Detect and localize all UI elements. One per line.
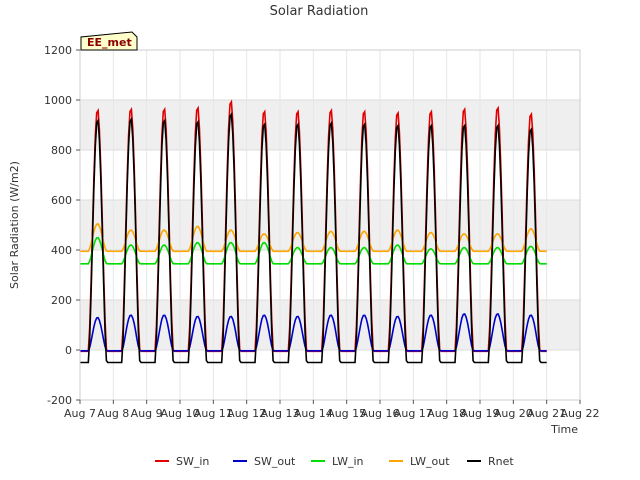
x-tick-label: Aug 9: [131, 407, 163, 420]
y-tick-label: 400: [51, 244, 72, 257]
x-tick-label: Aug 22: [561, 407, 600, 420]
y-tick-label: 0: [65, 344, 72, 357]
series-line-SW_out: [80, 313, 547, 352]
legend-label: LW_in: [332, 455, 364, 468]
x-axis-label: Time: [550, 423, 578, 436]
y-tick-label: 1000: [44, 94, 72, 107]
legend-label: LW_out: [410, 455, 450, 468]
x-tick-label: Aug 18: [427, 407, 466, 420]
site-badge-label: EE_met: [87, 36, 132, 49]
x-tick-label: Aug 14: [294, 407, 333, 420]
background-bands: [80, 100, 580, 350]
x-tick-label: Aug 21: [527, 407, 566, 420]
y-tick-label: 1200: [44, 44, 72, 57]
y-tick-label: -200: [47, 394, 72, 407]
x-tick-label: Aug 8: [97, 407, 129, 420]
plot-frame: [79, 49, 581, 401]
x-tick-label: Aug 17: [394, 407, 433, 420]
x-tick-label: Aug 11: [194, 407, 233, 420]
x-tick-label: Aug 10: [161, 407, 200, 420]
y-axis-ticks: -200 0 200 400 600 800 1000 1200: [44, 44, 80, 407]
y-tick-label: 800: [51, 144, 72, 157]
chart-title: Solar Radiation: [270, 4, 369, 19]
site-badge: EE_met: [80, 31, 138, 51]
x-tick-label: Aug 15: [327, 407, 366, 420]
legend: SW_in SW_out LW_in LW_out Rnet: [155, 455, 514, 468]
x-tick-label: Aug 20: [494, 407, 533, 420]
x-tick-label: Aug 13: [261, 407, 300, 420]
x-tick-label: Aug 16: [361, 407, 400, 420]
band: [80, 300, 580, 350]
series-lines: [80, 99, 547, 364]
x-tick-label: Aug 19: [461, 407, 500, 420]
y-tick-label: 200: [51, 294, 72, 307]
legend-label: Rnet: [488, 455, 514, 468]
x-tick-label: Aug 7: [64, 407, 96, 420]
legend-label: SW_in: [176, 455, 209, 468]
site-badge-box: [80, 31, 138, 51]
x-tick-label: Aug 12: [227, 407, 266, 420]
y-axis-label: Solar Radiation (W/m2): [8, 161, 21, 289]
series-line-Rnet: [80, 111, 547, 364]
legend-label: SW_out: [254, 455, 296, 468]
band: [80, 200, 580, 250]
y-tick-label: 600: [51, 194, 72, 207]
